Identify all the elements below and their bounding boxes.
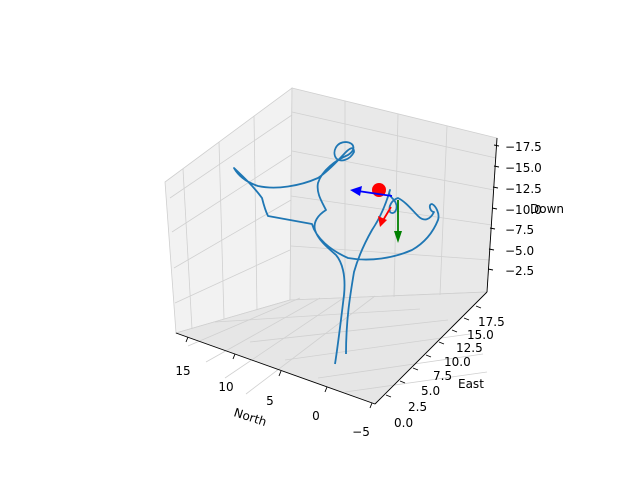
- pane-back-right: [289, 87, 498, 301]
- down-tick-0: −17.5: [505, 140, 542, 154]
- east-tick-1: 2.5: [408, 400, 427, 414]
- east-tick-2: 5.0: [421, 384, 440, 398]
- down-tick-3: −10.0: [505, 203, 542, 217]
- north-tick-3: 0: [312, 409, 320, 423]
- east-tick-7: 17.5: [478, 315, 505, 329]
- east-tick-5: 12.5: [456, 341, 483, 355]
- east-tick-0: 0.0: [394, 416, 413, 430]
- north-tick-0: 15: [175, 364, 190, 378]
- down-tick-4: −7.5: [505, 223, 534, 237]
- down-tick-2: −12.5: [505, 182, 542, 196]
- arrow-down-green: [394, 200, 402, 243]
- down-tick-6: −2.5: [505, 264, 534, 278]
- east-tick-3: 7.5: [433, 369, 452, 383]
- east-axis-label: East: [458, 377, 484, 391]
- arrow-east-red: [378, 206, 392, 227]
- north-axis-tick-marks: [185, 336, 373, 409]
- north-axis-label: North: [232, 405, 268, 429]
- north-tick-1: 10: [218, 380, 233, 394]
- arrow-north-blue: [350, 186, 393, 197]
- north-tick-4: −5: [352, 425, 370, 439]
- down-tick-5: −5.0: [505, 244, 534, 258]
- down-axis-tick-marks: [487, 144, 500, 271]
- north-tick-2: 5: [266, 394, 274, 408]
- down-axis-label: Down: [530, 202, 564, 216]
- east-tick-6: 15.0: [467, 328, 494, 342]
- down-tick-1: −15.0: [505, 161, 542, 175]
- east-tick-4: 10.0: [444, 355, 471, 369]
- grid-lines: [169, 101, 497, 395]
- axis-lines: [175, 137, 498, 405]
- trajectory-line: [233, 141, 440, 365]
- east-axis-tick-marks: [385, 305, 482, 398]
